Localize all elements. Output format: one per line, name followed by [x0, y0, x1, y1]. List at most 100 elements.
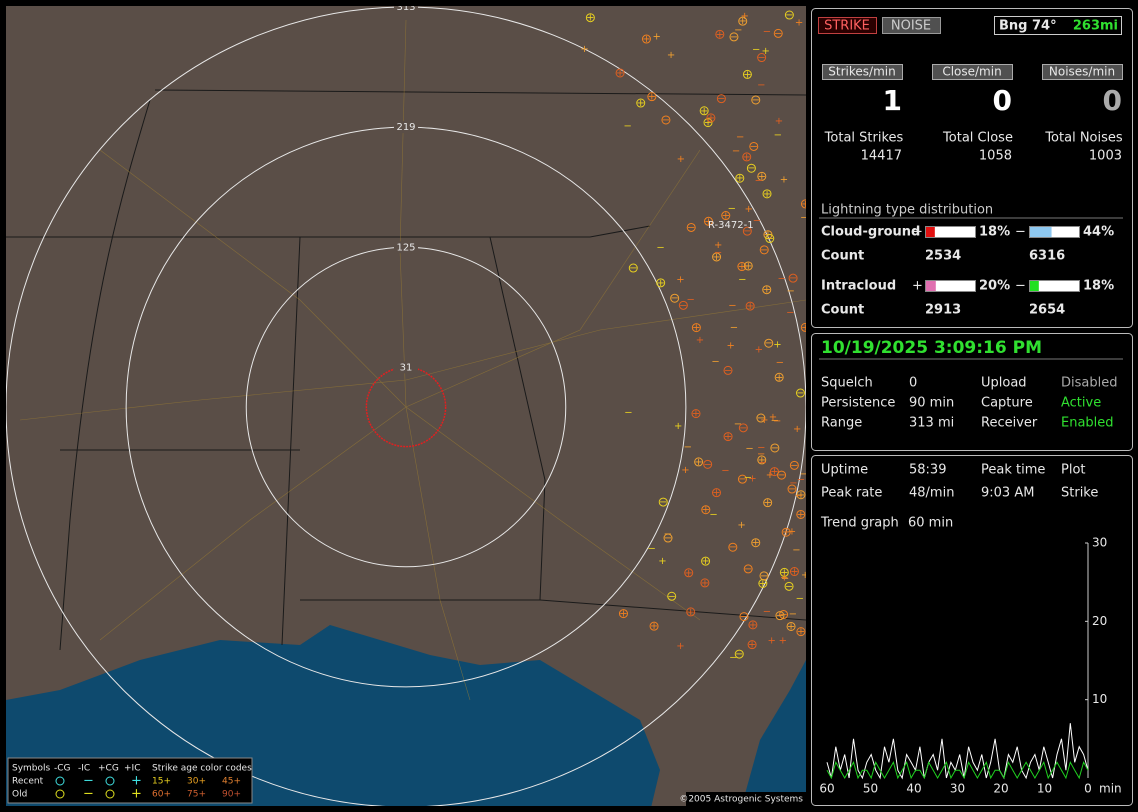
strike-symbol: [759, 245, 769, 255]
strike-symbol: −: [740, 612, 748, 623]
strike-symbol: [800, 322, 806, 332]
strike-symbol: [706, 113, 716, 123]
setting-cell: Capture: [981, 396, 1033, 411]
strike-symbol: [751, 538, 761, 548]
strike-symbol: +: [797, 627, 805, 638]
strike-symbol: [757, 455, 767, 465]
strike-symbol: +: [738, 262, 746, 273]
strike-symbol: [716, 94, 726, 104]
strike-symbol: +: [658, 556, 666, 567]
total-value: 14417: [861, 149, 902, 164]
strike-symbol: −: [790, 460, 798, 471]
count-label: Count: [821, 249, 864, 264]
strike-symbol: −: [736, 132, 744, 143]
strike-symbol: +: [737, 520, 745, 531]
strike-symbol: [786, 621, 796, 631]
trend-line: [826, 760, 1089, 780]
trend-line: [826, 723, 1089, 780]
rate-value: 1: [883, 84, 902, 117]
strike-symbol: [800, 199, 806, 209]
count-value: 2654: [1029, 303, 1065, 318]
strike-symbol: [764, 338, 774, 348]
strike-symbol: −: [687, 222, 695, 233]
strike-symbol: +: [736, 173, 744, 184]
strike-symbol: [663, 533, 673, 543]
strike-symbol: −: [795, 491, 803, 502]
strike-symbol: −: [796, 388, 804, 399]
setting-cell: Receiver: [981, 416, 1038, 431]
strike-symbol: −: [773, 416, 781, 427]
legend-old: Old: [12, 790, 27, 800]
strike-symbol: [747, 640, 757, 650]
total-value: 1058: [979, 149, 1012, 164]
rate-value: 0: [993, 84, 1012, 117]
ring-label: 31: [400, 362, 413, 373]
noise-button[interactable]: [882, 17, 941, 34]
strike-symbol: [784, 581, 794, 591]
setting-cell: Disabled: [1061, 376, 1117, 391]
copyright-bg: [686, 792, 806, 806]
stat-cell: Peak rate: [821, 486, 882, 501]
strike-symbol: −: [774, 28, 782, 39]
strike-symbol: [773, 28, 783, 38]
strike-symbol: [729, 32, 739, 42]
pct-track: [1029, 280, 1080, 292]
strike-symbol: −: [774, 130, 782, 141]
y-tick-label: 20: [1092, 614, 1107, 628]
count-label: Count: [821, 303, 864, 318]
strike-symbol: [784, 10, 794, 20]
strike-symbol: −: [757, 80, 765, 91]
strike-symbol: −: [752, 44, 760, 55]
rate-header: [932, 64, 1013, 80]
strike-symbol: [743, 261, 753, 271]
strike-symbol: +: [653, 32, 661, 43]
strike-symbol: [743, 564, 753, 574]
stat-cell: 58:39: [909, 463, 946, 478]
strike-symbol: −: [750, 141, 758, 152]
strike-symbol: −: [760, 245, 768, 256]
strike-symbol: +: [637, 98, 645, 109]
strike-symbol: +: [739, 16, 747, 27]
strike-symbol: −: [786, 308, 794, 319]
strike-symbol: +: [780, 567, 788, 578]
strike-symbol: −: [724, 365, 732, 376]
strike-symbol: +: [755, 345, 763, 356]
strike-symbol: +: [758, 171, 766, 182]
x-tick-label: 60: [819, 782, 834, 796]
strike-symbol: +: [674, 421, 682, 432]
rate-label: Close/min: [942, 65, 1001, 79]
strike-symbol: +: [704, 216, 712, 227]
map-legend: Symbols -CG -IC +CG +IC Strike age color…: [7, 757, 253, 804]
svg-text:−: −: [83, 774, 94, 789]
strike-symbol: [775, 611, 785, 621]
strike-symbol: −: [760, 571, 768, 582]
strike-symbol: +: [748, 640, 756, 651]
strike-symbol: [769, 467, 779, 477]
strike-symbol: +: [795, 18, 803, 29]
strike-symbol: [661, 115, 671, 125]
rate-header: [1042, 64, 1123, 80]
strike-symbol: −: [668, 591, 676, 602]
pct-label: 18%: [1083, 279, 1114, 294]
strike-symbol: −: [752, 95, 760, 106]
legend-age: 45+: [222, 777, 241, 787]
strike-symbol: −: [757, 449, 765, 460]
strike-symbol: [796, 490, 806, 500]
strike-symbol: [770, 443, 780, 453]
noise-button-label[interactable]: NOISE: [891, 19, 931, 34]
strike-symbol: +: [748, 474, 756, 485]
strike-symbol: +: [700, 106, 708, 117]
stat-cell: 9:03 AM: [981, 486, 1034, 501]
strike-symbol: −: [629, 263, 637, 274]
svg-text:+: +: [131, 787, 142, 802]
strike-symbol: [762, 285, 772, 295]
strike-symbol: +: [743, 152, 751, 163]
strike-symbol: [700, 578, 710, 588]
strike-symbol: +: [650, 621, 658, 632]
strike-button[interactable]: [818, 17, 877, 34]
legend-type: +CG: [98, 764, 119, 774]
setting-cell: Upload: [981, 376, 1027, 391]
strike-symbol: [748, 620, 758, 630]
strike-button-label[interactable]: STRIKE: [824, 19, 870, 34]
